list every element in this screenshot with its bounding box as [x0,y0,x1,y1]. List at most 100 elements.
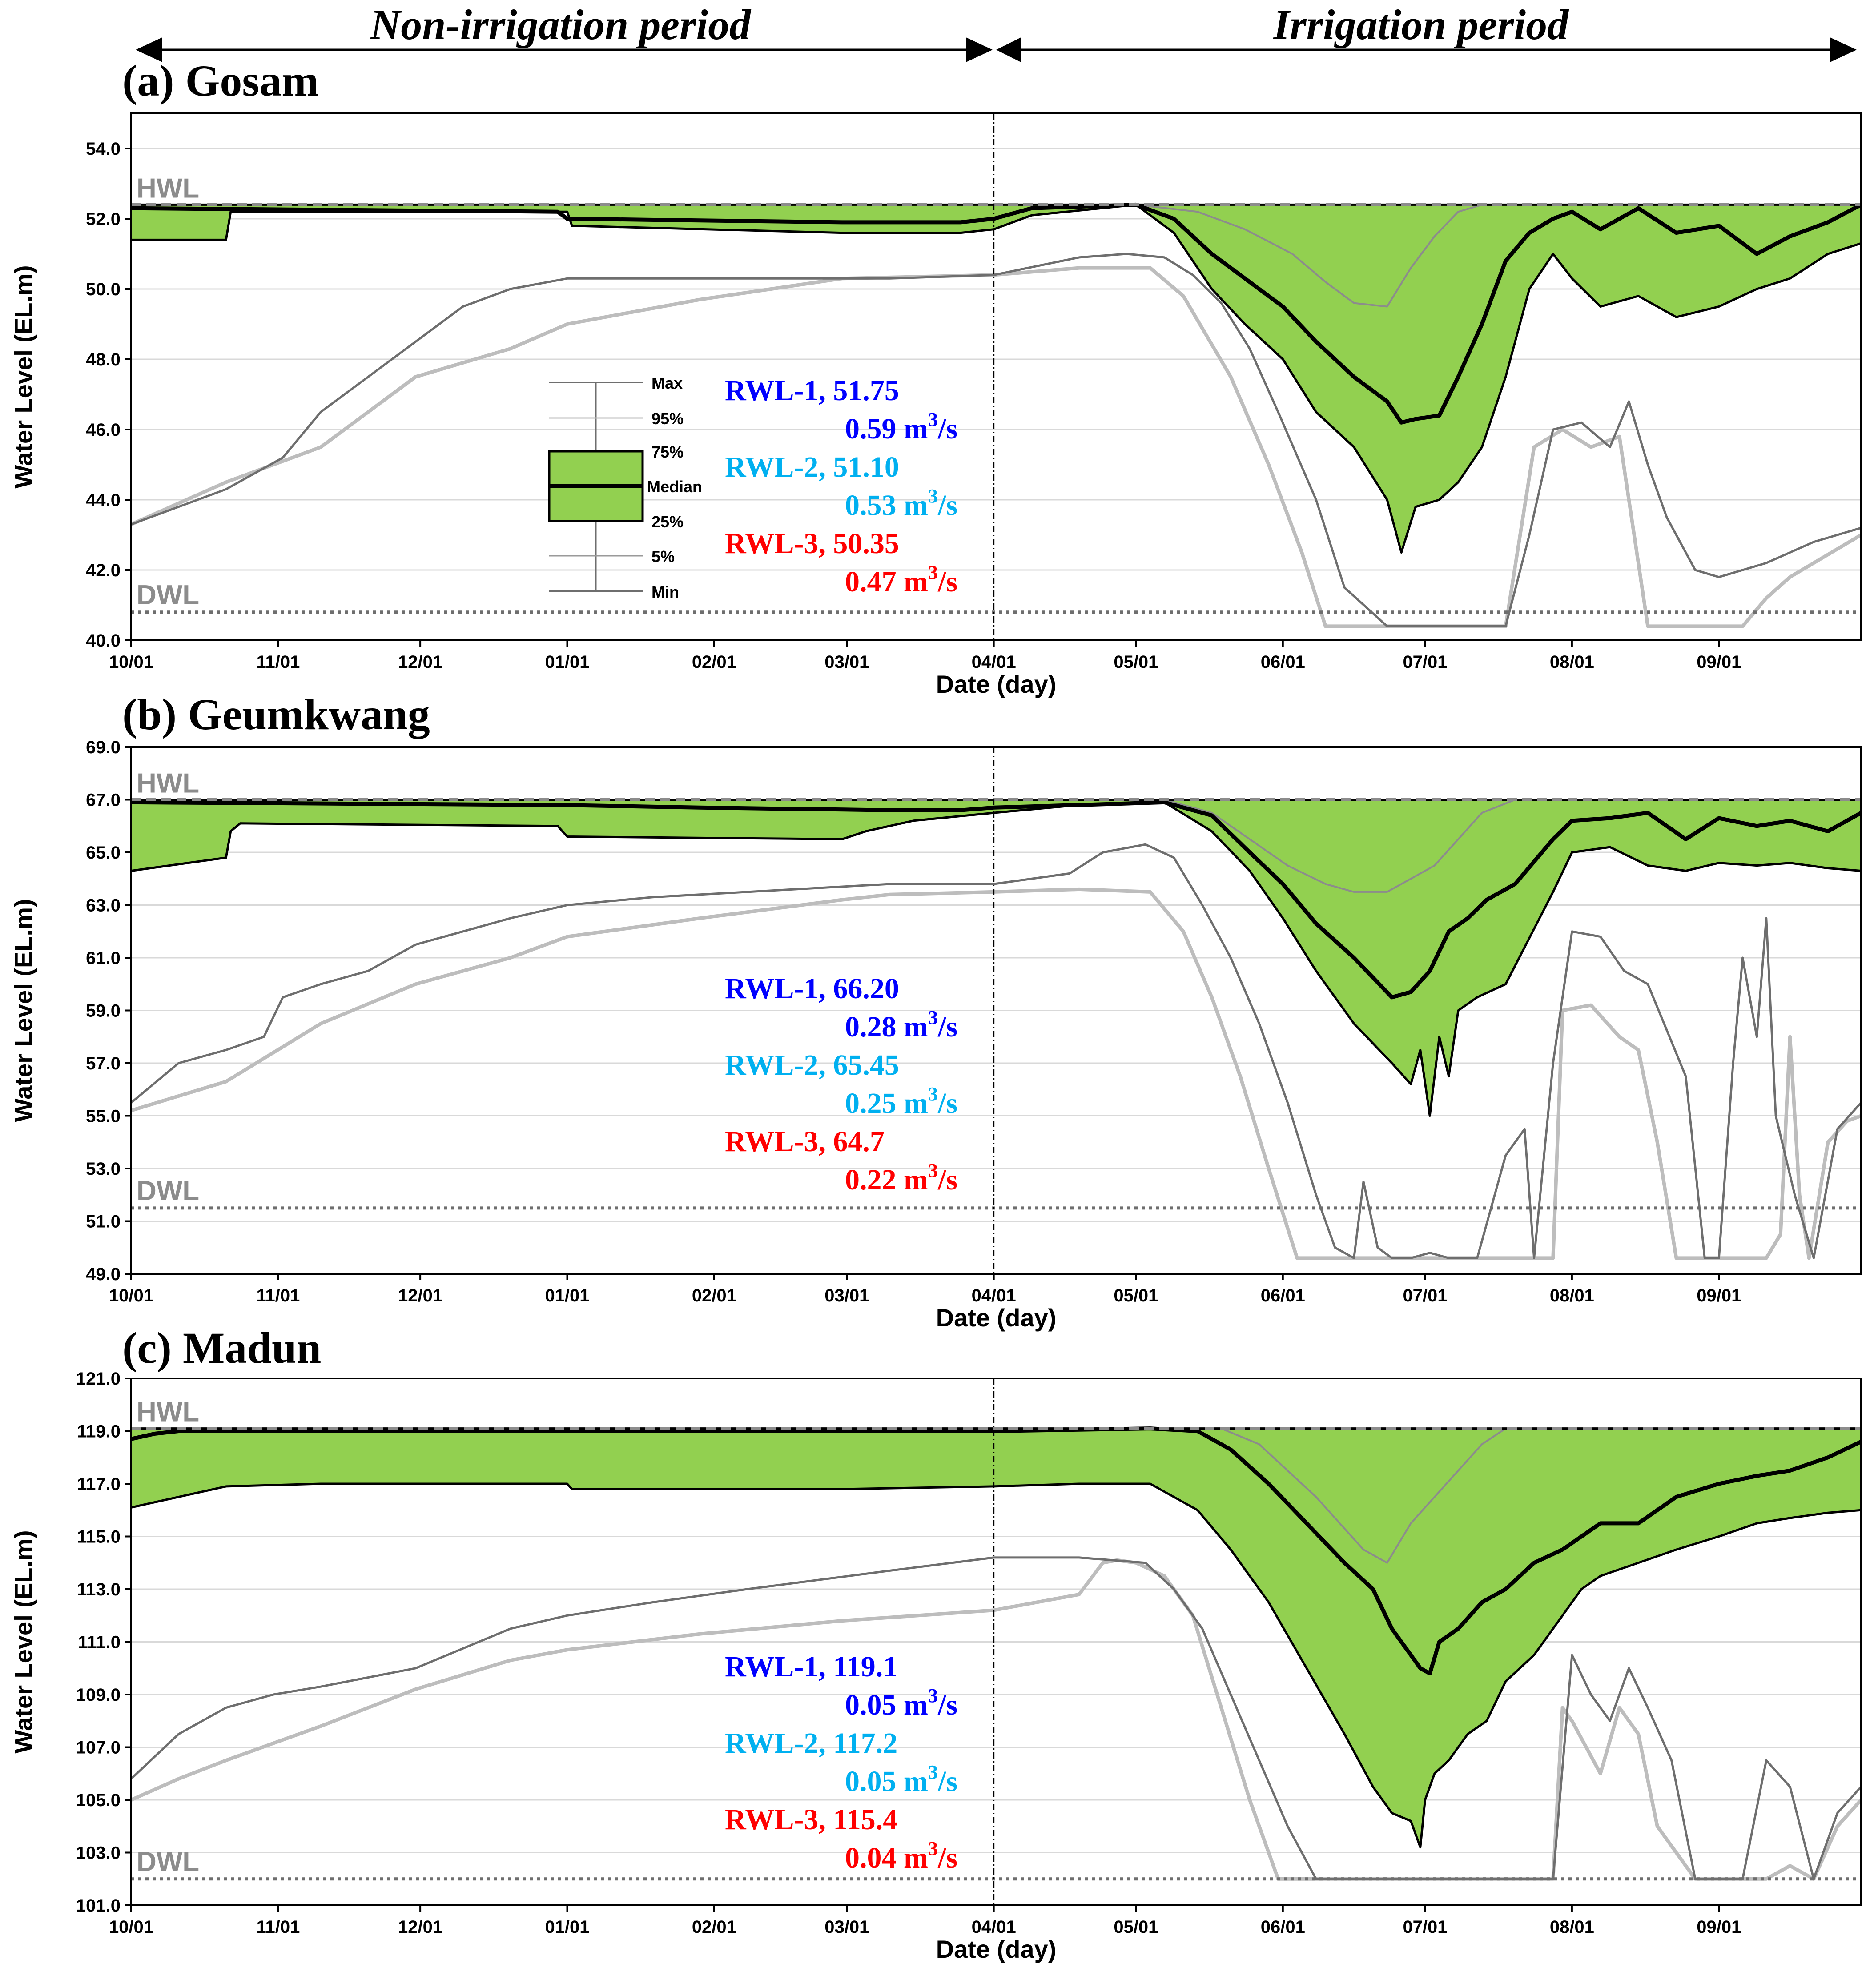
rwl-2-flow: 0.53 m3/s [845,485,957,522]
flow-unit-superscript: 3 [928,409,938,430]
flow-unit-tail: /s [937,1765,957,1798]
x-tick-label: 05/01 [1114,1286,1158,1305]
y-tick-label: 40.0 [86,631,121,651]
x-tick-label: 12/01 [398,1917,442,1937]
flow-unit-tail: /s [937,1087,957,1120]
x-tick-label: 10/01 [109,1917,153,1937]
legend-label-p75: 75% [651,443,684,461]
rwl-1-flow: 0.59 m3/s [845,409,957,445]
p25-line [131,801,1862,1117]
x-axis-title: Date (day) [936,1935,1057,1963]
rwl-2-level: RWL-2, 65.45 [725,1049,899,1081]
irrigation-period-label: Irrigation period [1273,1,1569,48]
irrigation-arrow-left-head [996,37,1021,62]
x-tick-label: 06/01 [1261,1917,1305,1937]
flow-value: 0.59 m [845,413,928,445]
p95-line [131,1427,1861,1564]
x-tick-label: 08/01 [1550,1286,1594,1305]
x-tick-label: 05/01 [1114,1917,1158,1937]
x-tick-label: 06/01 [1261,1286,1305,1305]
min-line [130,1558,1862,1881]
p25-line [131,203,1862,554]
x-tick-label: 03/01 [824,652,869,672]
y-tick-label: 101.0 [76,1896,121,1916]
y-tick-label: 117.0 [77,1474,121,1494]
hwl-label: HWL [137,768,199,799]
x-tick-label: 04/01 [972,1917,1016,1937]
flow-unit-tail: /s [937,566,957,598]
interquartile-band [131,799,1861,1116]
flow-unit-superscript: 3 [928,485,938,507]
chart-panel-2: (b) Geumkwang HWL DWL 49.0 51.0 53.0 55.0 57.0 5… [9,690,1862,1332]
dwl-label: DWL [137,1847,199,1877]
irrigation-arrow-right-head [1830,37,1857,62]
y-tick-label: 44.0 [86,490,121,510]
y-tick-label: 121.0 [76,1369,121,1389]
rwl-2-level: RWL-2, 117.2 [725,1727,897,1759]
interquartile-band [131,1428,1861,1847]
y-tick-label: 63.0 [86,896,121,916]
flow-unit-tail: /s [937,1689,957,1721]
rwl-1-flow: 0.05 m3/s [845,1685,957,1721]
legend-label-max: Max [651,374,683,392]
chart-panel-1: (a) Gosam HWL DWL 40.0 42.0 44.0 46.0 48.0 50.0 5… [9,56,1862,698]
rwl-1-level: RWL-1, 66.20 [725,972,899,1005]
y-tick-label: 119.0 [77,1422,121,1442]
x-axis-title: Date (day) [936,1304,1057,1332]
x-tick-label: 10/01 [109,652,153,672]
y-tick-label: 111.0 [78,1633,121,1652]
flow-unit-superscript: 3 [928,1083,938,1105]
min-line [130,887,1862,1260]
y-axis-title: Water Level (EL.m) [9,1530,37,1753]
x-tick-label: 03/01 [824,1917,869,1937]
x-tick-label: 02/01 [692,1917,736,1937]
flow-value: 0.25 m [845,1087,928,1120]
y-tick-label: 50.0 [86,280,121,299]
y-tick-label: 54.0 [86,139,121,159]
flow-unit-tail: /s [937,1842,957,1874]
box-legend: Max 95% 75% Median 25% 5% Min [548,374,702,601]
legend-label-median: Median [647,478,702,496]
p25-line [131,1482,1862,1849]
y-axis-title: Water Level (EL.m) [9,265,37,488]
dwl-label: DWL [137,1176,199,1206]
x-tick-label: 09/01 [1697,1917,1741,1937]
x-tick-label: 11/01 [256,1286,300,1305]
x-tick-label: 02/01 [692,1286,736,1305]
flow-value: 0.53 m [845,489,928,522]
flow-unit-superscript: 3 [928,562,938,583]
x-tick-label: 06/01 [1261,652,1305,672]
x-tick-label: 04/01 [972,1286,1016,1305]
legend-label-p95: 95% [651,410,684,428]
p5-line [130,843,1862,1259]
flow-value: 0.05 m [845,1765,928,1798]
flow-value: 0.04 m [845,1842,928,1874]
rwl-3-flow: 0.04 m3/s [845,1838,957,1874]
flow-unit-tail: /s [937,1011,957,1043]
p5-line [131,253,1862,627]
non-irrigation-period-label: Non-irrigation period [370,1,752,48]
median-line [131,800,1862,1000]
charts-group: (a) Gosam HWL DWL 40.0 42.0 44.0 46.0 48.0 50.0 5… [9,56,1862,1963]
x-tick-label: 09/01 [1697,1286,1741,1305]
x-tick-label: 07/01 [1403,1917,1447,1937]
flow-unit-tail: /s [937,1164,957,1196]
flow-value: 0.47 m [845,566,928,598]
interquartile-band [131,205,1861,553]
flow-unit-superscript: 3 [928,1838,938,1859]
x-tick-label: 01/01 [545,1286,589,1305]
y-tick-label: 69.0 [86,738,121,757]
y-tick-label: 53.0 [86,1159,121,1179]
hwl-label: HWL [137,173,199,204]
non-irrigation-arrow-left-head [136,37,162,62]
chart-title: (b) Geumkwang [122,690,430,739]
rwl-3-level: RWL-3, 64.7 [725,1125,885,1158]
dwl-label: DWL [137,580,199,610]
flow-unit-superscript: 3 [928,1685,938,1707]
chart-panel-3: (c) Madun HWL DWL 101.0 103.0 105.0 107.0 109.0… [9,1323,1862,1963]
flow-unit-tail: /s [937,413,957,445]
flow-unit-superscript: 3 [928,1160,938,1181]
x-tick-label: 05/01 [1114,652,1158,672]
y-tick-label: 51.0 [86,1212,121,1232]
